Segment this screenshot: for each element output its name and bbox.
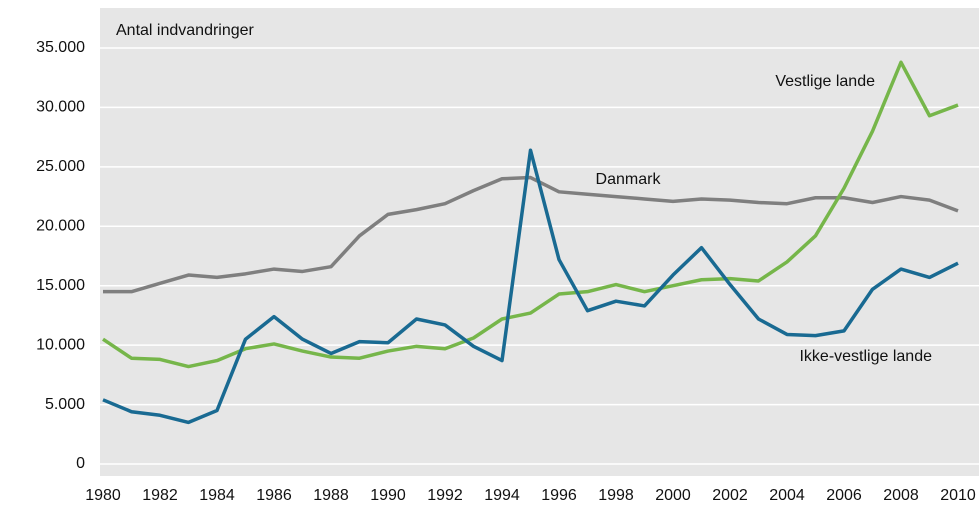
series-line [102,148,959,425]
x-tick-label: 2008 [883,487,919,504]
y-tick-label: 10.000 [36,336,85,353]
x-tick-label: 1994 [484,487,520,504]
x-tick-label: 1992 [427,487,463,504]
x-tick-label: 2004 [769,487,805,504]
x-tick-label: 2010 [940,487,976,504]
y-tick-label: 5.000 [45,396,85,413]
x-tick-label: 2000 [655,487,691,504]
y-tick-label: 15.000 [36,277,85,294]
x-tick-label: 1980 [85,487,121,504]
y-axis-label: Antal indvandringer [116,22,255,39]
x-tick-label: 1996 [541,487,577,504]
y-tick-label: 25.000 [36,158,85,175]
y-tick-label: 0 [76,455,85,472]
series-label: Vestlige lande [775,73,875,90]
y-tick-label: 30.000 [36,99,85,116]
y-tick-label: 35.000 [36,39,85,56]
plot-background [100,8,979,476]
y-tick-label: 20.000 [36,218,85,235]
x-tick-label: 1984 [199,487,235,504]
series-label: Danmark [596,171,662,188]
x-tick-label: 2006 [826,487,862,504]
series-label: Ikke-vestlige lande [799,348,932,365]
series-line [102,60,959,369]
series-line [103,175,959,294]
x-tick-label: 1990 [370,487,406,504]
x-tick-label: 1986 [256,487,292,504]
x-tick-label: 2002 [712,487,748,504]
x-tick-label: 1982 [142,487,178,504]
x-tick-label: 1988 [313,487,349,504]
x-tick-label: 1998 [598,487,634,504]
